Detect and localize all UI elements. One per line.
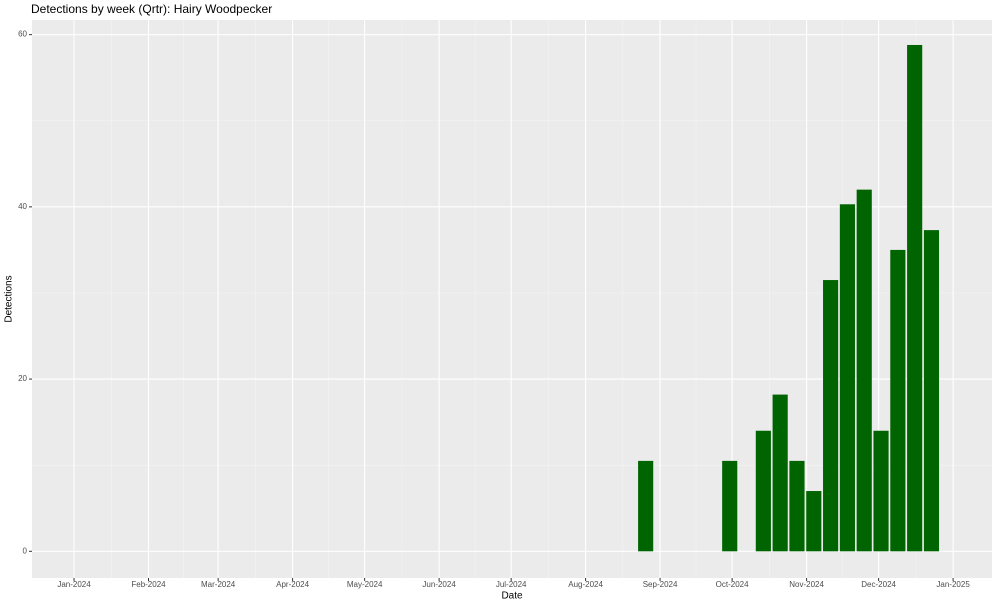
bar xyxy=(873,430,889,552)
bar xyxy=(722,460,738,552)
bar xyxy=(890,249,906,552)
bar xyxy=(755,430,771,552)
x-tick-label: Sep-2024 xyxy=(643,580,678,589)
y-axis-label: Detections xyxy=(4,275,15,322)
bar xyxy=(823,280,839,552)
x-tick-label: Aug-2024 xyxy=(568,580,603,589)
bar xyxy=(907,44,923,552)
bar xyxy=(839,204,855,552)
x-axis-label: Date xyxy=(501,591,523,602)
y-tick-label: 60 xyxy=(18,30,27,39)
x-tick-label: Oct-2024 xyxy=(716,580,749,589)
x-tick-label: Jun-2024 xyxy=(422,580,456,589)
bar xyxy=(789,460,805,552)
bar xyxy=(856,189,872,552)
x-tick-label: Dec-2024 xyxy=(861,580,896,589)
bar xyxy=(923,230,940,552)
x-tick-label: Feb-2024 xyxy=(131,580,166,589)
x-tick-label: Jul-2024 xyxy=(496,580,527,589)
bar xyxy=(772,394,788,552)
x-tick-label: Apr-2024 xyxy=(276,580,309,589)
x-tick-label: Mar-2024 xyxy=(201,580,236,589)
x-tick-label: May-2024 xyxy=(347,580,383,589)
y-tick-label: 0 xyxy=(23,546,28,555)
chart-title: Detections by week (Qrtr): Hairy Woodpec… xyxy=(31,2,272,16)
bar xyxy=(806,491,822,552)
x-tick-label: Nov-2024 xyxy=(789,580,824,589)
x-tick-label: Jan-2025 xyxy=(936,580,970,589)
y-tick-label: 40 xyxy=(18,202,27,211)
bar xyxy=(638,460,654,552)
y-tick-label: 20 xyxy=(18,374,27,383)
x-tick-label: Jan-2024 xyxy=(57,580,91,589)
